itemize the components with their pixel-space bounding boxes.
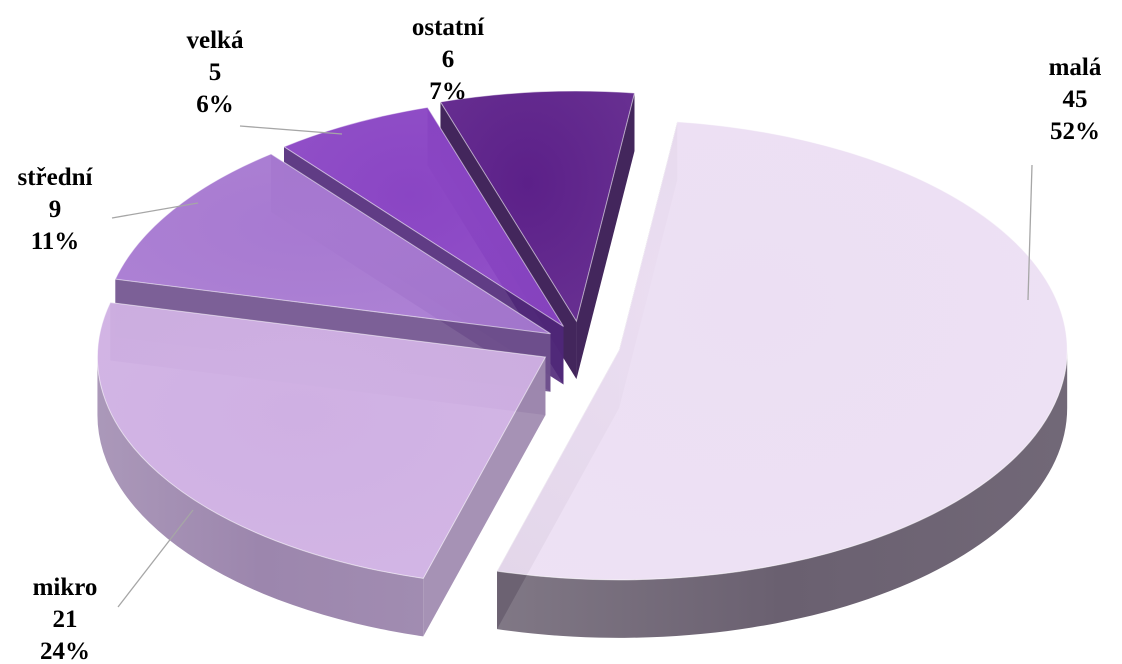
- data-label-value-mala: 45: [1063, 86, 1088, 113]
- data-label-value-velka: 5: [209, 59, 222, 86]
- leader-line-mikro: [117, 509, 194, 608]
- data-label-label-velka: velká: [187, 27, 244, 54]
- leader-line-velka: [239, 125, 343, 135]
- data-label-value-stredni: 9: [49, 196, 62, 223]
- data-label-percent-mikro: 24%: [40, 638, 90, 664]
- data-label-label-ostatni: ostatní: [412, 14, 485, 41]
- slice-cut-face-mikro: [423, 357, 546, 637]
- slices-layer: [96, 90, 1068, 638]
- slice-top-mala: [496, 121, 1068, 581]
- slice-side-mikro: [97, 357, 424, 637]
- data-label-percent-ostatni: 7%: [429, 78, 467, 105]
- slice-cut-face-ostatni: [576, 93, 635, 380]
- slice-top-stredni: [114, 153, 551, 335]
- leader-line-mala: [1027, 164, 1033, 301]
- data-label-label-mala: malá: [1049, 54, 1102, 81]
- pie-slice-mikro: [96, 301, 547, 637]
- data-label-value-ostatni: 6: [442, 46, 455, 73]
- pie-slice-mala: [496, 121, 1068, 638]
- slice-top-mikro: [96, 301, 547, 579]
- data-labels: malá 45 52% mikro 21 24% střední 9 11% velká 5 6% os…: [18, 14, 1102, 664]
- data-label-value-mikro: 21: [53, 606, 78, 633]
- data-label-label-stredni: střední: [18, 164, 94, 191]
- data-label-label-mikro: mikro: [33, 574, 98, 601]
- leader-line-stredni: [111, 202, 199, 219]
- data-label-percent-velka: 6%: [196, 91, 234, 118]
- slice-top-velka: [282, 106, 564, 327]
- data-label-percent-mala: 52%: [1050, 118, 1100, 145]
- leader-lines: [111, 125, 1033, 608]
- slice-side-mala: [497, 349, 1068, 638]
- data-label-percent-stredni: 11%: [31, 228, 80, 255]
- slice-top-ostatni: [439, 90, 636, 323]
